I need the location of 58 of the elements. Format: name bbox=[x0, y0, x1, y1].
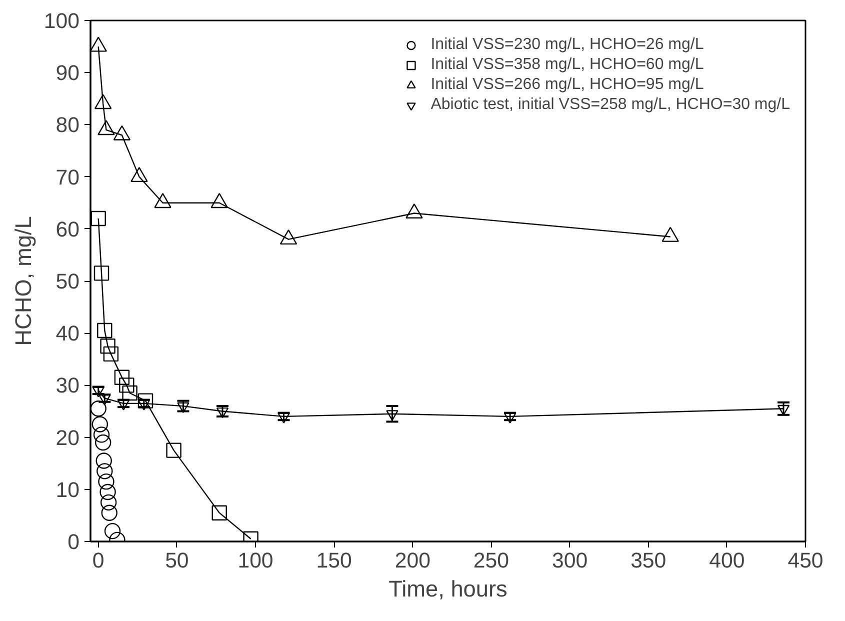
legend-label: Initial VSS=230 mg/L, HCHO=26 mg/L bbox=[430, 36, 704, 54]
y-tick-label: 30 bbox=[56, 374, 80, 398]
x-tick-label: 450 bbox=[788, 548, 824, 572]
point bbox=[94, 266, 110, 281]
legend-label: Initial VSS=266 mg/L, HCHO=95 mg/L bbox=[430, 76, 704, 94]
point bbox=[101, 504, 118, 521]
x-axis-title: Time, hours bbox=[388, 576, 508, 602]
point bbox=[94, 94, 112, 110]
point bbox=[122, 385, 138, 401]
point bbox=[114, 370, 130, 385]
y-tick-label: 100 bbox=[44, 9, 80, 33]
y-tick-label: 40 bbox=[56, 322, 80, 346]
y-tick-label: 80 bbox=[56, 113, 80, 138]
legend-label: Initial VSS=358 mg/L, HCHO=60 mg/L bbox=[430, 56, 704, 74]
y-axis-title: HCHO, mg/L bbox=[10, 216, 36, 346]
point bbox=[103, 346, 119, 362]
y-tick-label: 50 bbox=[56, 270, 80, 294]
x-tick-label: 200 bbox=[394, 548, 431, 572]
point bbox=[166, 442, 182, 458]
point bbox=[96, 463, 113, 480]
point bbox=[93, 426, 110, 443]
legend-label: Abiotic test, initial VSS=258 mg/L, HCHO=30 mg/L bbox=[430, 96, 790, 114]
x-tick-label: 250 bbox=[473, 548, 510, 572]
point bbox=[210, 193, 228, 208]
point bbox=[154, 193, 172, 208]
x-tick-label: 100 bbox=[238, 548, 274, 572]
point bbox=[92, 416, 108, 432]
point bbox=[98, 474, 114, 490]
y-tick-label: 0 bbox=[68, 530, 80, 554]
point bbox=[94, 434, 112, 451]
point bbox=[130, 166, 148, 182]
point bbox=[406, 203, 423, 218]
point bbox=[100, 484, 116, 500]
point bbox=[97, 322, 112, 338]
y-tick-label: 10 bbox=[56, 478, 80, 502]
y-tick-label: 70 bbox=[56, 165, 80, 190]
point bbox=[212, 505, 227, 520]
point bbox=[100, 494, 117, 511]
x-tick-label: 300 bbox=[552, 548, 588, 572]
y-tick-label: 20 bbox=[56, 426, 80, 450]
point bbox=[113, 125, 131, 140]
y-tick-label: 60 bbox=[56, 217, 80, 242]
x-tick-label: 350 bbox=[630, 548, 666, 572]
point bbox=[138, 393, 154, 408]
point bbox=[96, 452, 112, 469]
point bbox=[90, 400, 106, 417]
point bbox=[98, 120, 115, 136]
point bbox=[119, 378, 134, 393]
y-tick-label: 90 bbox=[56, 61, 80, 86]
point bbox=[90, 36, 107, 52]
point bbox=[100, 338, 116, 354]
point bbox=[104, 522, 121, 540]
point bbox=[280, 229, 298, 245]
x-tick-label: 0 bbox=[92, 548, 104, 572]
x-tick-label: 150 bbox=[316, 548, 352, 572]
x-tick-label: 50 bbox=[165, 548, 189, 572]
x-tick-label: 400 bbox=[709, 548, 745, 572]
point bbox=[662, 226, 679, 242]
